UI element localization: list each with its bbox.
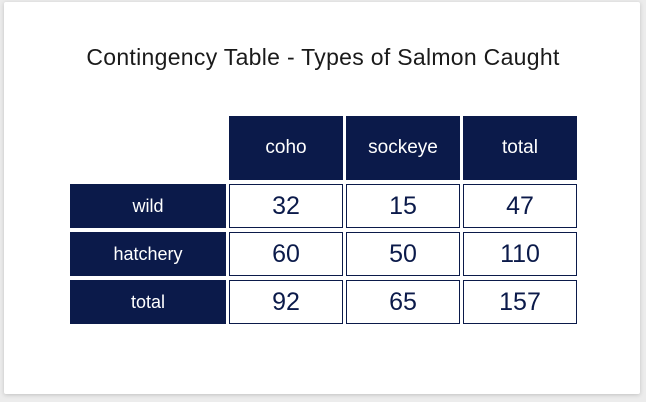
row-label-total: total: [70, 280, 226, 324]
table-corner: [70, 116, 226, 180]
table-cell: 47: [463, 184, 577, 228]
table-cell: 32: [229, 184, 343, 228]
table-cell: 110: [463, 232, 577, 276]
column-header-coho: coho: [229, 116, 343, 180]
column-header-sockeye: sockeye: [346, 116, 460, 180]
table-cell: 92: [229, 280, 343, 324]
row-label-hatchery: hatchery: [70, 232, 226, 276]
table-cell: 15: [346, 184, 460, 228]
row-label-wild: wild: [70, 184, 226, 228]
page-title: Contingency Table - Types of Salmon Caug…: [86, 44, 560, 70]
column-header-total: total: [463, 116, 577, 180]
table-cell: 50: [346, 232, 460, 276]
table-cell: 65: [346, 280, 460, 324]
contingency-table: coho sockeye total wild 32 15 47 hatcher…: [70, 116, 577, 324]
table-cell: 157: [463, 280, 577, 324]
table-cell: 60: [229, 232, 343, 276]
